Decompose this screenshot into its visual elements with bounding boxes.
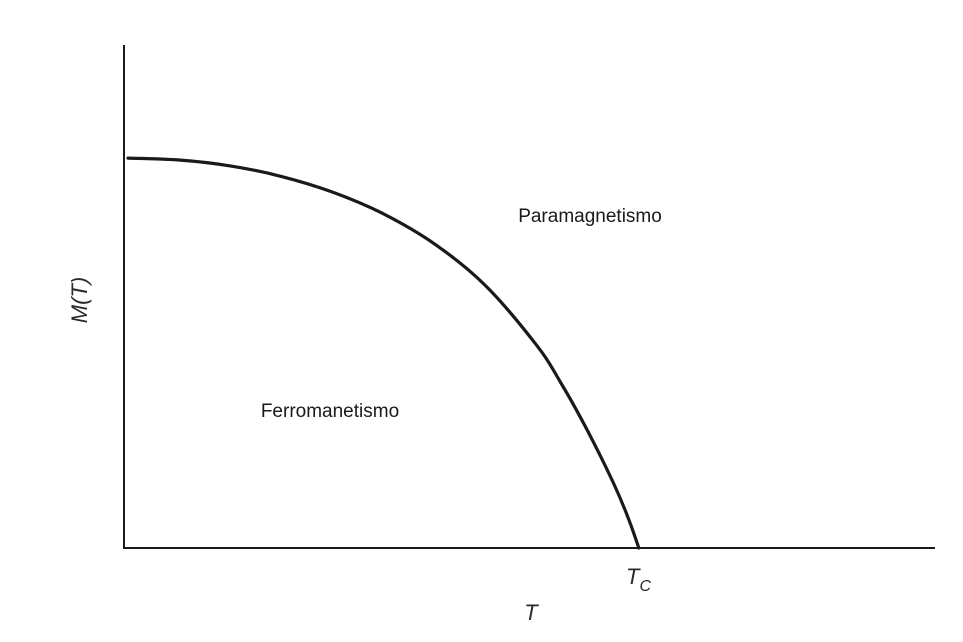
x-tick-label-tc: TC bbox=[626, 564, 651, 595]
y-axis-label: M(T) bbox=[67, 277, 92, 323]
x-axis-label: T bbox=[524, 600, 539, 625]
x-tick-label-main: T bbox=[626, 564, 641, 589]
x-tick-label-sub: C bbox=[639, 578, 651, 595]
magnetization-curve-line bbox=[126, 156, 641, 550]
series-layer bbox=[126, 156, 641, 550]
annotation-ferromanetismo: Ferromanetismo bbox=[261, 401, 399, 422]
annotation-paramagnetismo: Paramagnetismo bbox=[518, 206, 662, 227]
